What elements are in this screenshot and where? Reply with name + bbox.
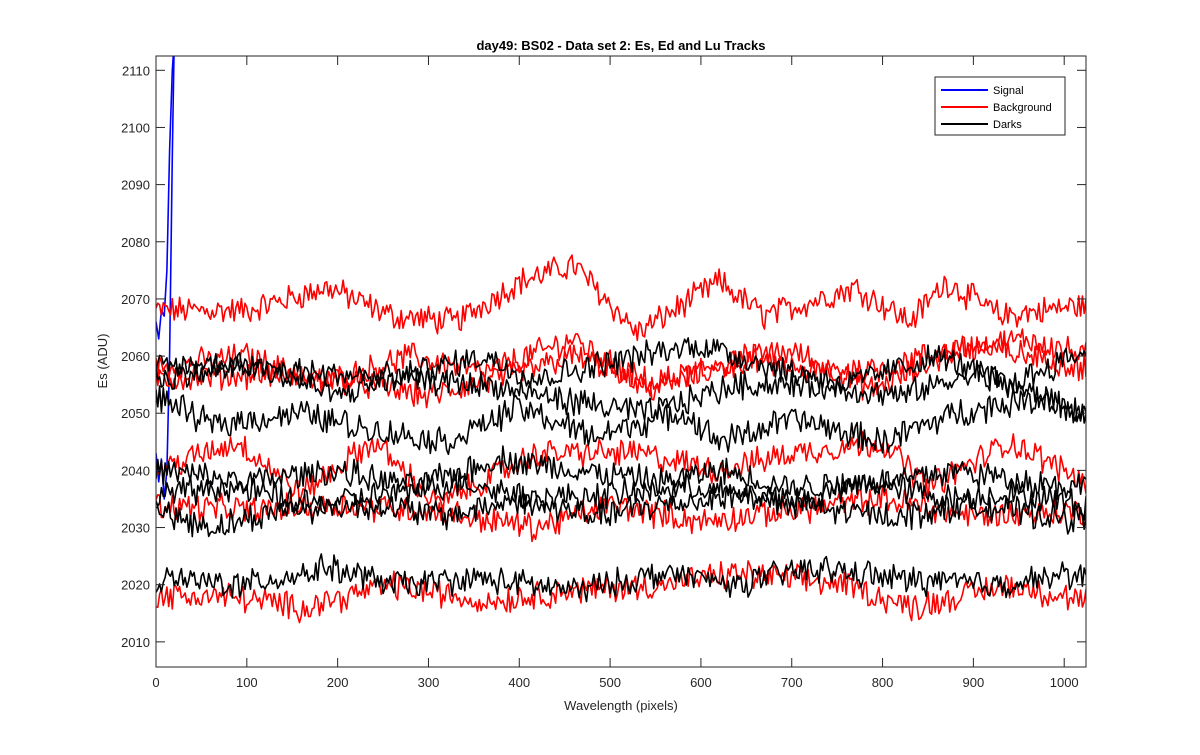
series-line-darks — [156, 485, 1086, 538]
legend-label-signal: Signal — [993, 85, 1024, 97]
series-line-background — [156, 254, 1086, 342]
y-tick-label: 2040 — [121, 463, 150, 478]
series-line-darks — [156, 470, 1086, 521]
series-line-signal — [156, 56, 175, 340]
x-tick-label: 0 — [152, 675, 159, 690]
y-tick-label: 2050 — [121, 406, 150, 421]
y-tick-label: 2070 — [121, 292, 150, 307]
y-tick-label: 2020 — [121, 578, 150, 593]
series-line-darks — [156, 355, 1086, 424]
series-layer — [156, 56, 1086, 624]
y-tick-label: 2030 — [121, 521, 150, 536]
series-line-darks — [156, 445, 1086, 501]
x-tick-label: 500 — [599, 675, 621, 690]
y-tick-label: 2010 — [121, 635, 150, 650]
x-tick-label: 200 — [327, 675, 349, 690]
plot-background — [156, 56, 1086, 667]
x-tick-label: 800 — [872, 675, 894, 690]
x-tick-label: 300 — [418, 675, 440, 690]
y-tick-label: 2090 — [121, 178, 150, 193]
y-tick-label: 2110 — [122, 63, 150, 78]
x-tick-label: 900 — [963, 675, 985, 690]
plot-frame — [155, 55, 1087, 668]
legend-label-darks: Darks — [993, 119, 1022, 131]
y-axis-title: Es (ADU) — [95, 334, 110, 389]
x-tick-label: 1000 — [1050, 675, 1079, 690]
series-line-darks — [156, 385, 1086, 456]
x-tick-label: 700 — [781, 675, 803, 690]
ticks-layer: 0 100 200 300 400 500 600 700 800 900 1000 2010 2020… — [121, 56, 1086, 690]
x-tick-label: 400 — [508, 675, 530, 690]
legend-label-background: Background — [993, 102, 1052, 114]
y-tick-label: 2080 — [121, 235, 150, 250]
chart-title: day49: BS02 - Data set 2: Es, Ed and Lu … — [476, 38, 765, 53]
y-tick-label: 2060 — [121, 349, 150, 364]
x-tick-label: 600 — [690, 675, 712, 690]
x-axis-title: Wavelength (pixels) — [564, 698, 678, 713]
y-tick-label: 2100 — [121, 120, 150, 135]
x-tick-label: 100 — [236, 675, 258, 690]
legend: Signal Background Darks — [934, 76, 1066, 136]
series-line-darks — [156, 553, 1086, 603]
